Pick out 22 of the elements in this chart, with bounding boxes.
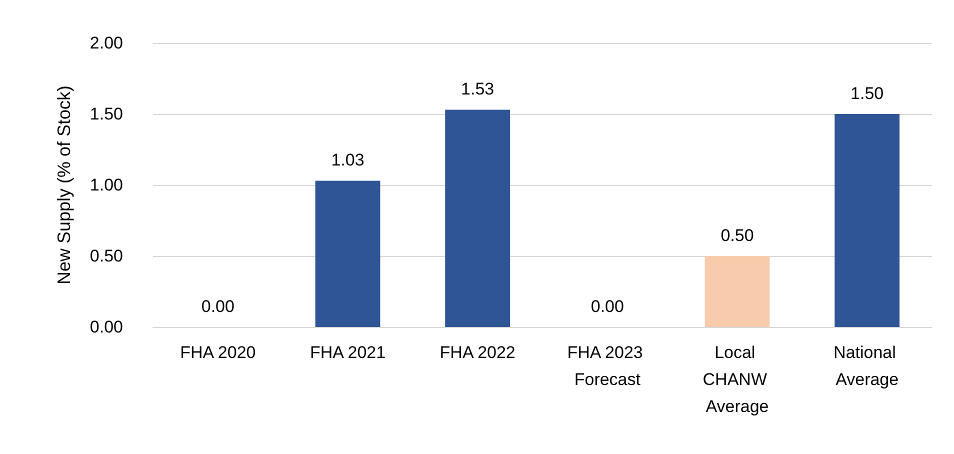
x-tick-label: FHA 2023 Forecast xyxy=(567,343,648,389)
data-label: 1.53 xyxy=(461,80,494,99)
x-tick-label: FHA 2022 xyxy=(440,343,516,362)
data-label: 1.50 xyxy=(850,84,884,103)
x-tick-label: FHA 2021 xyxy=(310,343,386,362)
y-axis-title: New Supply (% of Stock) xyxy=(54,85,74,285)
y-tick-label: 1.50 xyxy=(90,104,123,124)
data-label: 0.50 xyxy=(720,226,754,245)
bar xyxy=(445,110,510,327)
y-tick-label: 0.50 xyxy=(90,246,123,266)
data-label: 1.03 xyxy=(331,150,364,170)
x-tick-label: FHA 2020 xyxy=(180,343,256,362)
y-tick-label: 2.00 xyxy=(90,34,123,52)
bar xyxy=(834,114,900,327)
bar xyxy=(315,180,380,327)
data-label: 0.00 xyxy=(201,297,234,316)
bar xyxy=(704,256,770,327)
y-tick-label: 1.00 xyxy=(90,176,123,194)
y-tick-label: 0.00 xyxy=(90,318,123,336)
x-tick-label: Local CHANW Average xyxy=(702,343,772,416)
x-tick-label: National Average xyxy=(834,343,901,389)
data-label: 0.00 xyxy=(590,297,624,316)
